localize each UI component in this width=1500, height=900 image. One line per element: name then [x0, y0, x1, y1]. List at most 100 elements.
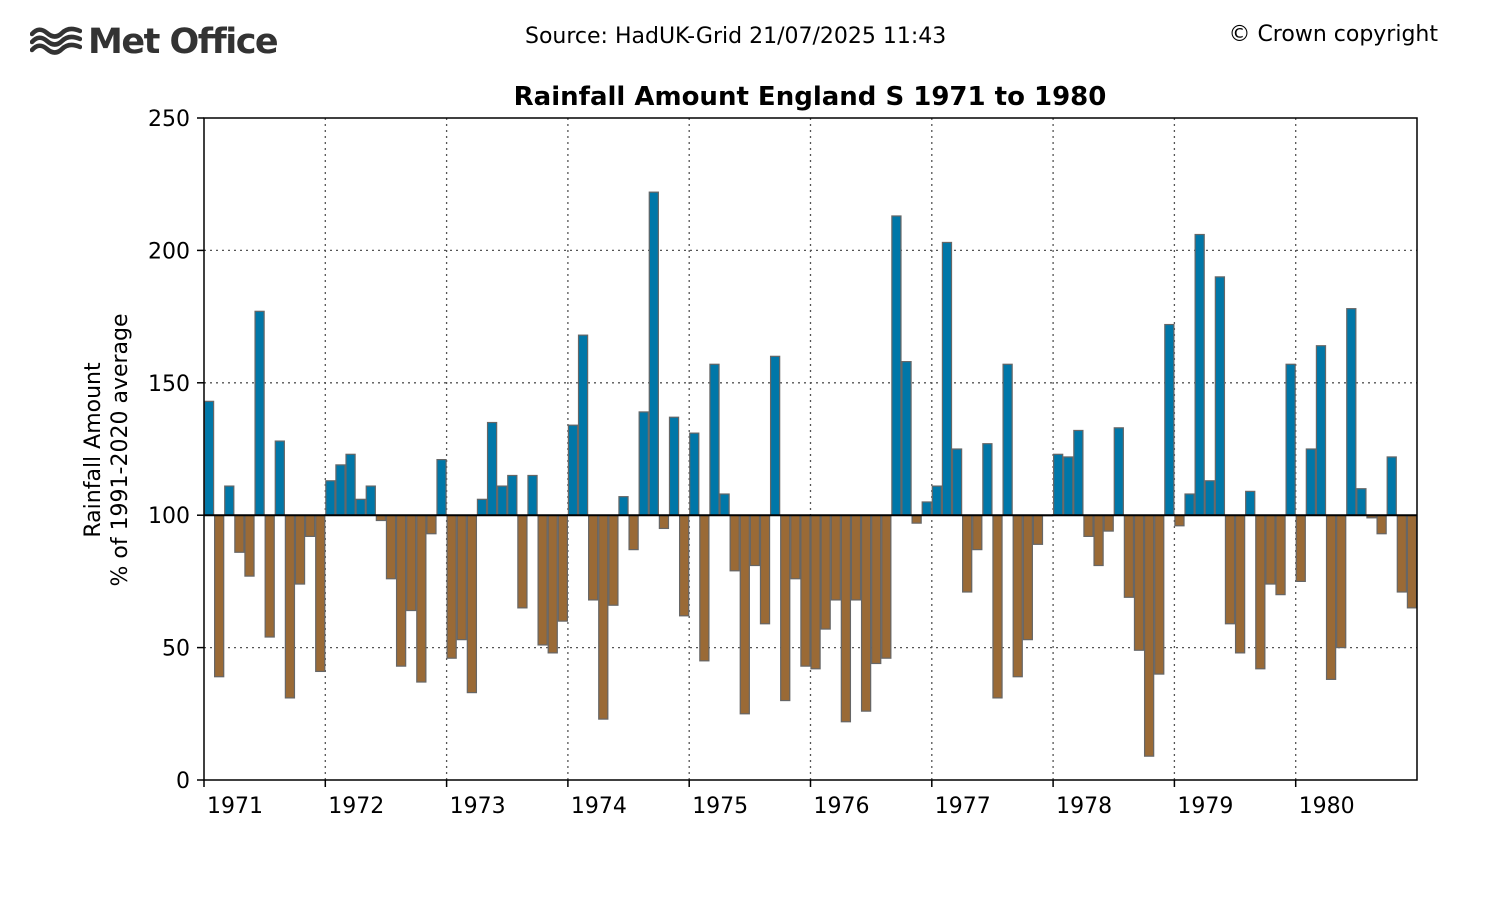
bar	[416, 514, 427, 683]
bar	[486, 421, 498, 516]
bar	[850, 514, 862, 601]
bar	[507, 474, 518, 516]
bar	[406, 514, 417, 612]
bar	[234, 514, 245, 553]
bar	[244, 514, 255, 577]
bar	[689, 432, 700, 516]
bar	[598, 514, 609, 720]
bar	[719, 493, 730, 516]
bar	[1285, 363, 1296, 516]
bar	[1346, 308, 1357, 516]
bar	[820, 514, 831, 630]
bar	[1214, 276, 1226, 516]
x-tick-label: 1978	[1056, 794, 1112, 819]
bar	[962, 514, 973, 593]
bar	[790, 514, 801, 580]
bar	[1396, 514, 1407, 593]
y-axis-ticks: 0 50 100 150 200 250	[148, 107, 204, 794]
bar	[304, 514, 316, 537]
y-tick-label: 100	[148, 504, 190, 529]
bar	[1224, 514, 1236, 625]
bar	[678, 514, 690, 617]
x-tick-label: 1973	[450, 794, 506, 819]
bar	[254, 310, 265, 516]
x-tick-label: 1974	[571, 794, 627, 819]
bar	[931, 485, 943, 516]
bar	[436, 458, 447, 516]
source-text: Source: HadUK-Grid 21/07/2025 11:43	[525, 24, 947, 49]
bar	[1103, 514, 1114, 532]
bar	[355, 498, 366, 516]
bar	[1073, 429, 1084, 516]
bar	[638, 411, 649, 516]
bar	[1093, 514, 1104, 567]
bar	[284, 514, 296, 699]
bar	[1002, 363, 1013, 516]
bar	[1184, 493, 1195, 516]
bar	[1234, 514, 1246, 654]
bar	[1052, 453, 1064, 516]
bar	[658, 514, 670, 530]
bar	[941, 241, 953, 516]
bar	[840, 514, 852, 723]
bar	[739, 514, 750, 715]
bar	[1022, 514, 1033, 641]
bar	[1386, 456, 1397, 516]
bar	[648, 191, 659, 516]
bar	[325, 480, 336, 516]
y-tick-label: 150	[148, 372, 190, 397]
bar	[618, 496, 629, 516]
bar	[385, 514, 397, 580]
bar	[1305, 448, 1317, 516]
bar	[1315, 345, 1327, 516]
x-axis-ticks: 1971 1972 1973 1974 1975 1976 1977 1978 1979 1980	[203, 780, 1355, 819]
y-tick-label: 250	[148, 107, 190, 132]
bar	[1194, 233, 1205, 516]
bar	[608, 514, 619, 606]
y-tick-label: 50	[162, 637, 190, 662]
bar	[577, 334, 589, 516]
bar	[466, 514, 478, 694]
bar	[1245, 490, 1256, 516]
bar	[1336, 514, 1347, 649]
bar	[1275, 514, 1286, 596]
bar	[537, 514, 548, 646]
bar	[365, 485, 376, 516]
bar	[1164, 323, 1175, 516]
bar	[1032, 514, 1044, 545]
bar	[294, 514, 306, 585]
bar	[891, 215, 902, 516]
x-tick-label: 1971	[207, 794, 263, 819]
logo-text: Met Office	[88, 22, 279, 62]
bar	[456, 514, 467, 641]
bars	[203, 191, 1418, 757]
bar	[709, 363, 720, 516]
bar	[911, 514, 922, 524]
bar	[1113, 427, 1124, 516]
bar	[345, 453, 356, 516]
bar	[203, 400, 215, 516]
bar	[749, 514, 761, 567]
bar	[729, 514, 740, 572]
bar	[497, 485, 508, 516]
bar	[547, 514, 558, 654]
bar	[982, 443, 993, 516]
bar	[668, 416, 680, 516]
y-axis-label: Rainfall Amount % of 1991-2020 average	[81, 313, 133, 586]
bar	[628, 514, 639, 551]
bar	[780, 514, 791, 702]
bar	[1123, 514, 1135, 598]
bar	[1295, 514, 1306, 583]
x-tick-label: 1975	[692, 794, 748, 819]
bar	[264, 514, 275, 638]
bar	[759, 514, 771, 625]
grid-lines	[204, 118, 1417, 780]
y-axis-label-line1: Rainfall Amount	[81, 362, 106, 538]
bar	[1143, 514, 1155, 757]
bar	[527, 474, 538, 516]
x-tick-label: 1980	[1299, 794, 1355, 819]
bar	[769, 355, 781, 516]
bar	[830, 514, 841, 601]
wave-icon	[30, 26, 82, 55]
bar	[1012, 514, 1023, 678]
